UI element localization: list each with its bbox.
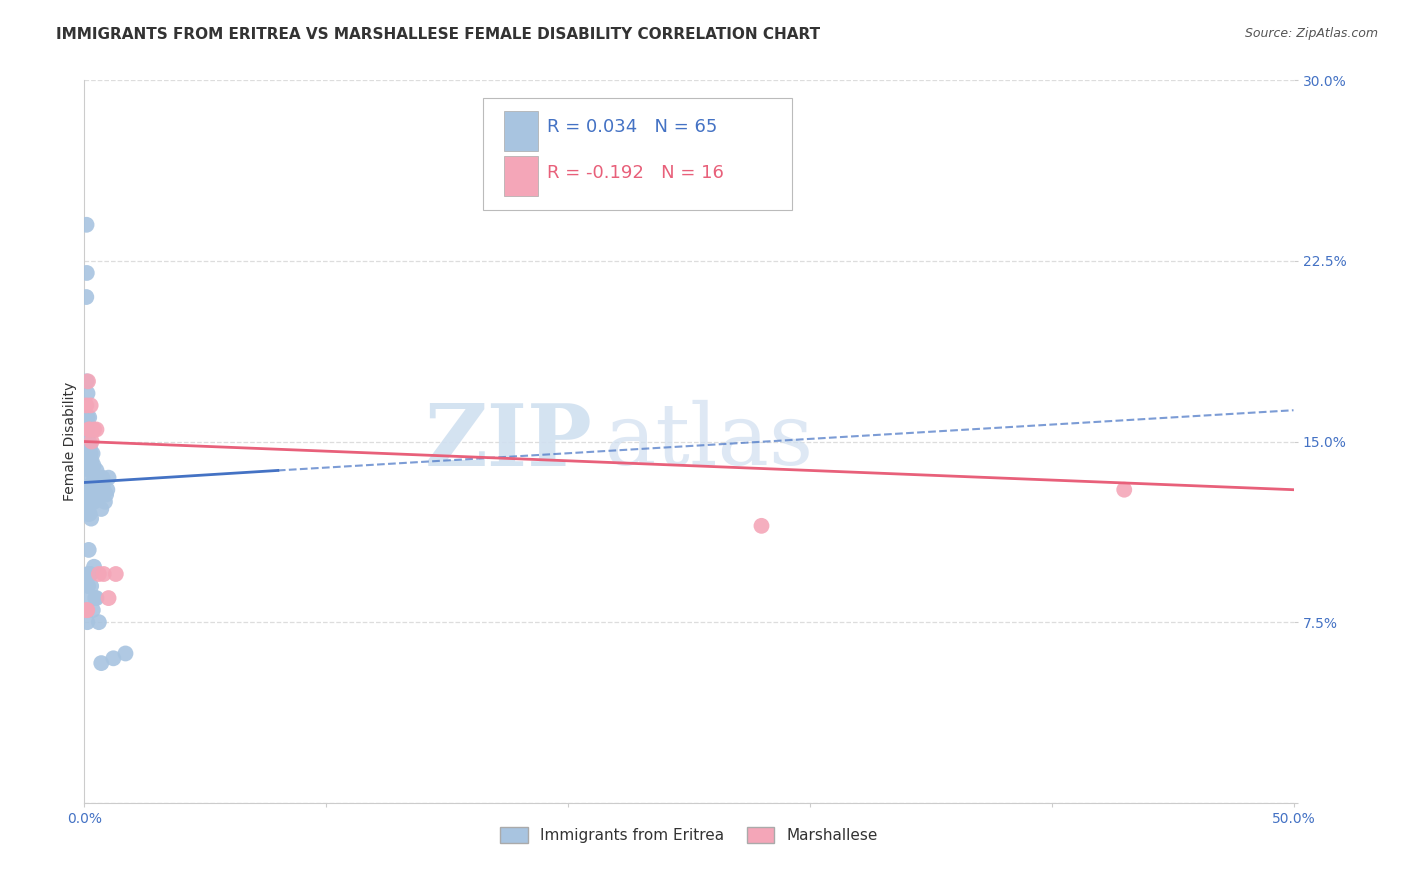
Point	[77, 579, 100, 593]
Point	[94, 487, 117, 501]
Point	[93, 567, 115, 582]
Point	[86, 591, 108, 605]
Point	[76, 410, 98, 425]
Point	[79, 483, 101, 497]
Point	[93, 483, 115, 497]
Point	[80, 494, 103, 508]
Point	[79, 567, 101, 582]
Point	[77, 422, 100, 436]
Point	[82, 487, 104, 501]
Point	[86, 478, 108, 492]
Point	[91, 470, 114, 484]
Point	[96, 483, 118, 497]
Point	[76, 603, 98, 617]
Point	[77, 446, 100, 460]
Text: atlas: atlas	[605, 400, 814, 483]
Point	[77, 374, 100, 388]
Point	[76, 494, 98, 508]
Point	[79, 507, 101, 521]
Point	[76, 386, 98, 401]
Y-axis label: Female Disability: Female Disability	[63, 382, 77, 501]
Point	[84, 591, 107, 605]
Text: R = 0.034   N = 65: R = 0.034 N = 65	[547, 119, 718, 136]
Point	[79, 446, 101, 460]
Point	[76, 458, 98, 473]
Point	[80, 511, 103, 525]
Point	[80, 579, 103, 593]
Text: R = -0.192   N = 16: R = -0.192 N = 16	[547, 164, 724, 182]
Legend: Immigrants from Eritrea, Marshallese: Immigrants from Eritrea, Marshallese	[494, 822, 884, 849]
Point	[77, 470, 100, 484]
Point	[79, 422, 101, 436]
Point	[76, 266, 98, 280]
Point	[77, 434, 100, 449]
Point	[97, 591, 120, 605]
Point	[75, 458, 97, 473]
Point	[77, 458, 100, 473]
Point	[751, 518, 773, 533]
Point	[82, 483, 104, 497]
Point	[77, 507, 100, 521]
Point	[87, 487, 110, 501]
Point	[79, 487, 101, 501]
Point	[114, 647, 136, 661]
Point	[104, 567, 127, 582]
Point	[77, 494, 100, 508]
Point	[80, 434, 103, 449]
Point	[77, 591, 100, 605]
Point	[76, 507, 98, 521]
Point	[75, 290, 97, 304]
Point	[79, 398, 101, 412]
Point	[79, 439, 101, 453]
Text: ZIP: ZIP	[425, 400, 592, 483]
Point	[77, 542, 100, 557]
Point	[94, 494, 117, 508]
Point	[76, 374, 98, 388]
Point	[76, 615, 98, 630]
Point	[76, 483, 98, 497]
Text: Source: ZipAtlas.com: Source: ZipAtlas.com	[1244, 27, 1378, 40]
Point	[83, 458, 105, 473]
Point	[80, 478, 103, 492]
Point	[79, 567, 101, 582]
Point	[84, 483, 107, 497]
Point	[83, 422, 105, 436]
Point	[77, 567, 100, 582]
Point	[103, 651, 125, 665]
Point	[90, 656, 112, 670]
FancyBboxPatch shape	[484, 98, 792, 211]
Point	[76, 422, 98, 436]
Point	[82, 446, 104, 460]
Point	[87, 615, 110, 630]
Point	[82, 603, 104, 617]
Point	[76, 603, 98, 617]
Point	[77, 410, 100, 425]
Point	[1114, 483, 1136, 497]
Point	[84, 487, 107, 501]
FancyBboxPatch shape	[503, 156, 538, 196]
Point	[76, 603, 98, 617]
Point	[80, 454, 103, 468]
Point	[83, 470, 105, 484]
Point	[86, 422, 108, 436]
Point	[79, 463, 101, 477]
Point	[87, 567, 110, 582]
FancyBboxPatch shape	[503, 112, 538, 151]
Text: IMMIGRANTS FROM ERITREA VS MARSHALLESE FEMALE DISABILITY CORRELATION CHART: IMMIGRANTS FROM ERITREA VS MARSHALLESE F…	[56, 27, 820, 42]
Point	[76, 218, 98, 232]
Point	[83, 559, 105, 574]
Point	[90, 502, 112, 516]
Point	[86, 463, 108, 477]
Point	[75, 398, 97, 412]
Point	[83, 494, 105, 508]
Point	[89, 483, 111, 497]
Point	[97, 470, 120, 484]
